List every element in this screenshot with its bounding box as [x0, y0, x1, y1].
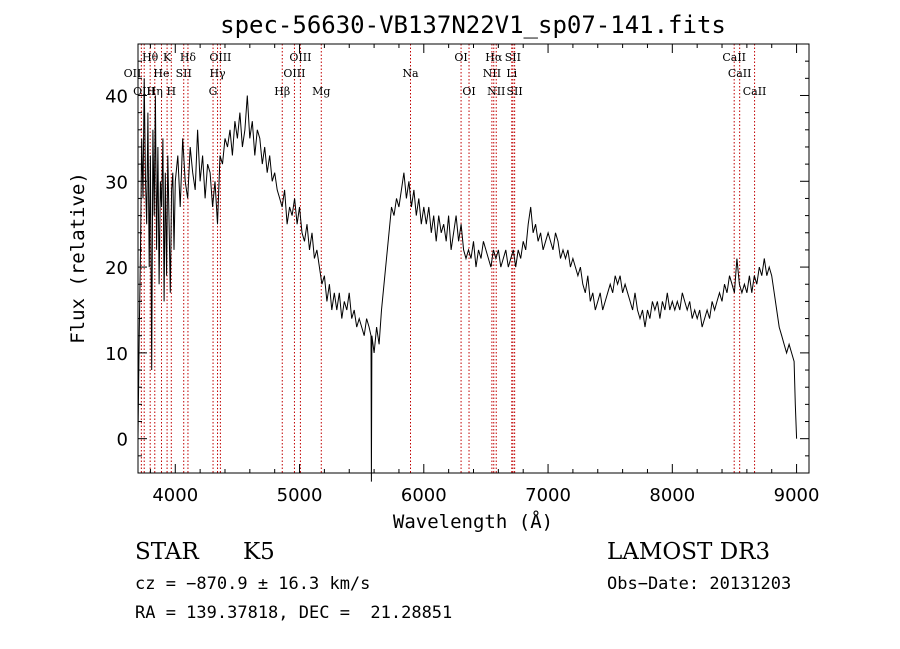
object-subclass: K5 [243, 539, 275, 565]
line-label-21: G [209, 85, 218, 98]
x-tick-label-5: 9000 [774, 485, 820, 506]
x-tick-label-1: 5000 [277, 485, 323, 506]
redshift-velocity: cz = −870.9 ± 16.3 km/s [135, 574, 371, 594]
x-tick-label-3: 7000 [525, 485, 571, 506]
x-axis-label: Wavelength (Å) [393, 510, 553, 533]
line-label-2: Hδ [180, 51, 197, 64]
y-tick-label-1: 10 [105, 344, 128, 365]
line-label-16: Li [506, 67, 517, 80]
line-label-4: OIII [289, 51, 311, 64]
line-label-6: Hα [485, 51, 503, 64]
line-label-24: OI [462, 85, 475, 98]
line-label-11: SII [176, 67, 192, 80]
line-label-5: OI [454, 51, 467, 64]
line-label-3: OIII [209, 51, 231, 64]
line-label-23: Mg [312, 85, 330, 98]
spectrum-line [137, 78, 798, 482]
line-label-13: OIII [283, 67, 305, 80]
y-tick-label-3: 30 [105, 172, 128, 193]
line-label-14: Na [402, 67, 419, 80]
y-tick-label-2: 20 [105, 258, 128, 279]
line-label-22: Hβ [274, 85, 290, 98]
emission-line-markers [140, 44, 756, 473]
line-label-25: NII [487, 85, 505, 98]
line-label-27: CaII [743, 85, 767, 98]
line-label-19: Hη [147, 85, 163, 98]
coordinates: RA = 139.37818, DEC = 21.28851 [135, 603, 453, 623]
line-label-0: Hθ [142, 51, 159, 64]
line-label-8: CaII [722, 51, 746, 64]
line-label-10: He [153, 67, 169, 80]
y-axis-ticks: 0 10 20 30 40 [105, 60, 809, 457]
x-axis-ticks: 4000 5000 6000 7000 8000 9000 [149, 44, 820, 506]
line-label-1: K [163, 51, 172, 64]
y-tick-label-4: 40 [105, 86, 128, 107]
survey-name: LAMOST DR3 [607, 539, 771, 565]
x-tick-label-2: 6000 [401, 485, 447, 506]
line-label-12: Hγ [209, 67, 226, 80]
line-label-20: H [167, 85, 177, 98]
line-label-9: OII [124, 67, 142, 80]
object-class: STAR [135, 539, 199, 565]
line-label-17: CaII [728, 67, 752, 80]
chart-title: spec-56630-VB137N22V1_sp07-141.fits [220, 11, 726, 39]
line-label-26: SII [507, 85, 523, 98]
observation-date: Obs−Date: 20131203 [607, 574, 792, 594]
x-tick-label-4: 8000 [649, 485, 695, 506]
y-axis-label: Flux (relative) [67, 172, 89, 344]
x-tick-label-0: 4000 [152, 485, 198, 506]
line-label-15: NII [483, 67, 501, 80]
plot-frame [137, 43, 810, 474]
y-tick-label-0: 0 [117, 430, 128, 451]
line-label-7: SII [505, 51, 521, 64]
